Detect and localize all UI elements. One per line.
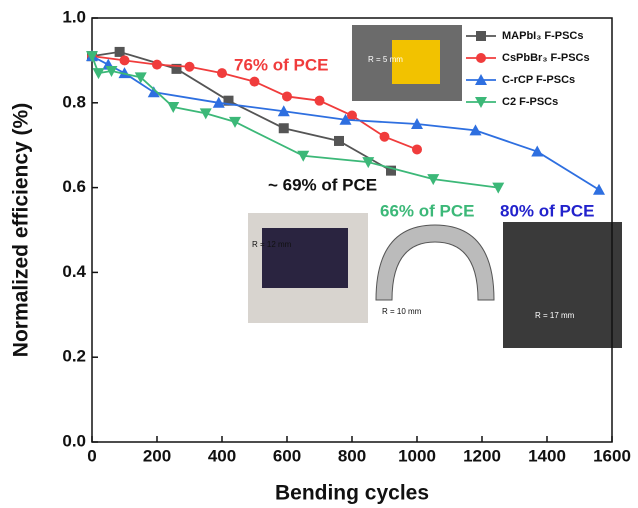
marker	[278, 123, 289, 134]
inset-label: R = 10 mm	[382, 307, 422, 316]
y-tick-label: 1.0	[62, 7, 86, 26]
annotation: 76% of PCE	[234, 55, 328, 74]
x-tick-label: 0	[87, 446, 96, 465]
marker	[229, 116, 241, 128]
marker	[212, 96, 225, 108]
marker	[277, 105, 290, 117]
y-tick-label: 0.4	[62, 262, 86, 281]
marker	[475, 97, 487, 108]
x-tick-label: 600	[273, 446, 301, 465]
marker	[119, 55, 130, 66]
x-tick-label: 200	[143, 446, 171, 465]
annotation: 66% of PCE	[380, 201, 474, 220]
marker	[314, 95, 325, 106]
inset-photo	[503, 222, 622, 348]
inset-diagram	[375, 224, 495, 301]
marker	[476, 31, 486, 41]
marker	[223, 95, 234, 106]
marker	[339, 113, 352, 125]
x-tick-label: 800	[338, 446, 366, 465]
x-axis-label: Bending cycles	[275, 482, 429, 505]
marker	[86, 51, 98, 63]
marker	[282, 91, 292, 102]
marker	[469, 124, 482, 136]
marker	[147, 86, 160, 98]
inset-photo-detail	[262, 228, 348, 288]
marker	[476, 53, 486, 63]
marker	[379, 131, 390, 142]
marker	[297, 150, 310, 162]
y-tick-label: 0.0	[62, 431, 86, 450]
legend-label: C2 F-PSCs	[502, 96, 558, 108]
inset-label: R = 12 mm	[252, 240, 292, 249]
marker	[386, 165, 396, 176]
marker	[475, 74, 487, 85]
marker	[167, 102, 180, 114]
marker	[362, 157, 375, 169]
marker	[217, 68, 227, 79]
x-tick-label: 1200	[463, 446, 501, 465]
marker	[531, 145, 544, 157]
marker	[184, 61, 195, 72]
x-tick-label: 1000	[398, 446, 436, 465]
inset-label: R = 17 mm	[535, 311, 575, 320]
x-tick-label: 1600	[593, 446, 631, 465]
marker	[92, 68, 105, 80]
legend-label: MAPbI₃ F-PSCs	[502, 30, 583, 42]
y-tick-label: 0.2	[62, 347, 86, 366]
marker	[171, 63, 182, 74]
marker	[114, 46, 125, 57]
marker	[249, 76, 260, 87]
annotation: 80% of PCE	[500, 201, 594, 220]
marker	[199, 108, 212, 120]
y-axis-label: Normalized efficiency (%)	[10, 103, 33, 357]
x-tick-label: 1400	[528, 446, 566, 465]
marker	[492, 182, 505, 194]
y-tick-label: 0.8	[62, 92, 86, 111]
marker	[134, 72, 147, 84]
marker	[334, 135, 344, 146]
inset-label: R = 5 mm	[368, 55, 403, 64]
marker	[411, 118, 423, 129]
inset-photo-detail	[392, 40, 440, 84]
marker	[105, 66, 118, 77]
legend-label: C-rCP F-PSCs	[502, 74, 575, 86]
marker	[593, 183, 605, 195]
marker	[412, 144, 422, 155]
marker	[347, 110, 357, 121]
legend-label: CsPbBr₃ F-PSCs	[502, 52, 590, 64]
x-tick-label: 400	[208, 446, 236, 465]
marker	[427, 174, 440, 186]
marker	[152, 59, 162, 70]
y-tick-label: 0.6	[62, 177, 86, 196]
annotation: ~ 69% of PCE	[268, 175, 377, 194]
